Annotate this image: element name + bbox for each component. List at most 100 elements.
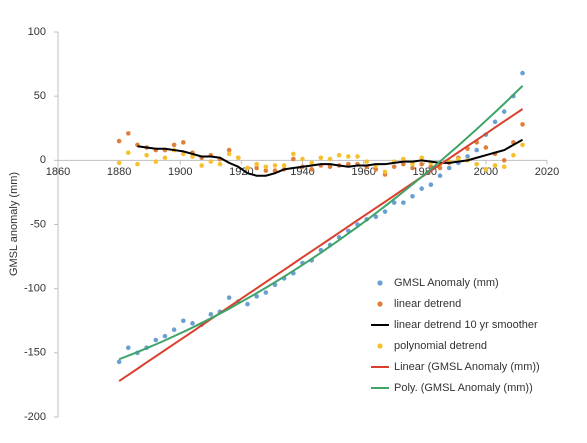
data-point (309, 167, 314, 172)
y-tick-label: 0 (40, 154, 46, 166)
x-tick-label: 2000 (474, 166, 498, 178)
data-point (483, 145, 489, 150)
data-point (511, 152, 516, 158)
data-point (254, 165, 259, 171)
y-tick-label: 50 (34, 90, 46, 102)
data-point (181, 151, 186, 157)
data-point (355, 154, 360, 159)
data-point (428, 182, 434, 188)
data-point (346, 161, 351, 167)
data-point (437, 165, 443, 171)
data-point (226, 151, 232, 157)
trend-line (118, 85, 524, 361)
data-point (254, 294, 259, 299)
data-point (144, 152, 149, 158)
data-point (181, 318, 186, 324)
data-point (446, 165, 452, 171)
data-point (236, 155, 241, 161)
data-point (501, 109, 507, 114)
data-point (410, 165, 415, 171)
data-point (263, 168, 269, 173)
legend-label: linear detrend (394, 298, 461, 310)
data-point (382, 169, 388, 175)
x-tick-label: 2020 (535, 166, 559, 178)
data-point (281, 163, 287, 168)
data-point (437, 173, 443, 179)
data-point (501, 158, 507, 163)
data-point (410, 161, 415, 167)
data-point (327, 164, 333, 170)
data-point (263, 164, 269, 170)
data-point (382, 209, 388, 214)
data-point (492, 119, 498, 125)
data-point (272, 163, 278, 168)
data-point (190, 321, 195, 326)
data-point (162, 333, 168, 339)
y-tick-label: 100 (28, 26, 46, 38)
data-point (245, 301, 250, 307)
y-tick-label: -50 (30, 218, 46, 230)
x-tick-label: 1940 (290, 166, 314, 178)
x-tick-label: 1880 (107, 166, 131, 178)
data-point (346, 154, 351, 159)
data-point (419, 161, 424, 167)
data-point (208, 312, 214, 317)
data-point (465, 154, 470, 159)
data-point (520, 142, 525, 148)
legend-swatch (377, 343, 383, 349)
x-tick-label: 1860 (46, 166, 70, 178)
data-point (401, 200, 406, 205)
data-point (419, 186, 424, 191)
data-point (483, 167, 489, 172)
legend-label: Linear (GMSL Anomaly (mm)) (394, 361, 540, 373)
data-point (125, 131, 131, 136)
data-point (291, 156, 296, 162)
data-point (373, 214, 379, 220)
data-point (263, 290, 269, 295)
data-point (364, 159, 369, 164)
legend-label: polynomial detrend (394, 340, 487, 352)
data-point (391, 164, 397, 170)
data-point (116, 138, 122, 144)
data-point (135, 161, 140, 167)
data-point (318, 155, 324, 161)
data-point (291, 151, 296, 157)
legend-label: Poly. (GMSL Anomaly (mm)) (394, 382, 533, 394)
data-point (171, 142, 177, 148)
data-point (474, 147, 480, 153)
data-point (520, 70, 525, 76)
data-point (401, 161, 406, 167)
data-point (190, 154, 195, 159)
data-point (226, 295, 232, 300)
y-tick-label: -150 (24, 347, 46, 359)
data-point (245, 165, 250, 171)
trend-line (137, 138, 524, 177)
legend-swatch (377, 301, 383, 307)
legend-label: GMSL Anomaly (mm) (394, 277, 499, 289)
data-point (125, 345, 131, 351)
data-point (309, 160, 314, 166)
data-point (125, 150, 131, 155)
y-tick-label: -200 (24, 411, 46, 423)
data-point (327, 156, 333, 162)
data-point (217, 161, 223, 167)
data-point (208, 159, 214, 164)
data-point (171, 327, 177, 333)
data-point (456, 156, 461, 162)
data-point (300, 156, 305, 162)
trend-line (118, 108, 524, 382)
data-point (501, 164, 507, 170)
data-point (162, 155, 168, 161)
data-point (336, 152, 342, 158)
data-point (153, 337, 159, 343)
x-tick-label: 1960 (351, 166, 375, 178)
data-point (226, 147, 232, 153)
data-point (153, 159, 159, 164)
data-point (199, 163, 204, 168)
data-point (410, 193, 415, 199)
data-point (492, 163, 498, 168)
legend-swatch (377, 280, 383, 286)
data-point (520, 122, 525, 127)
y-tick-label: -100 (24, 283, 46, 295)
